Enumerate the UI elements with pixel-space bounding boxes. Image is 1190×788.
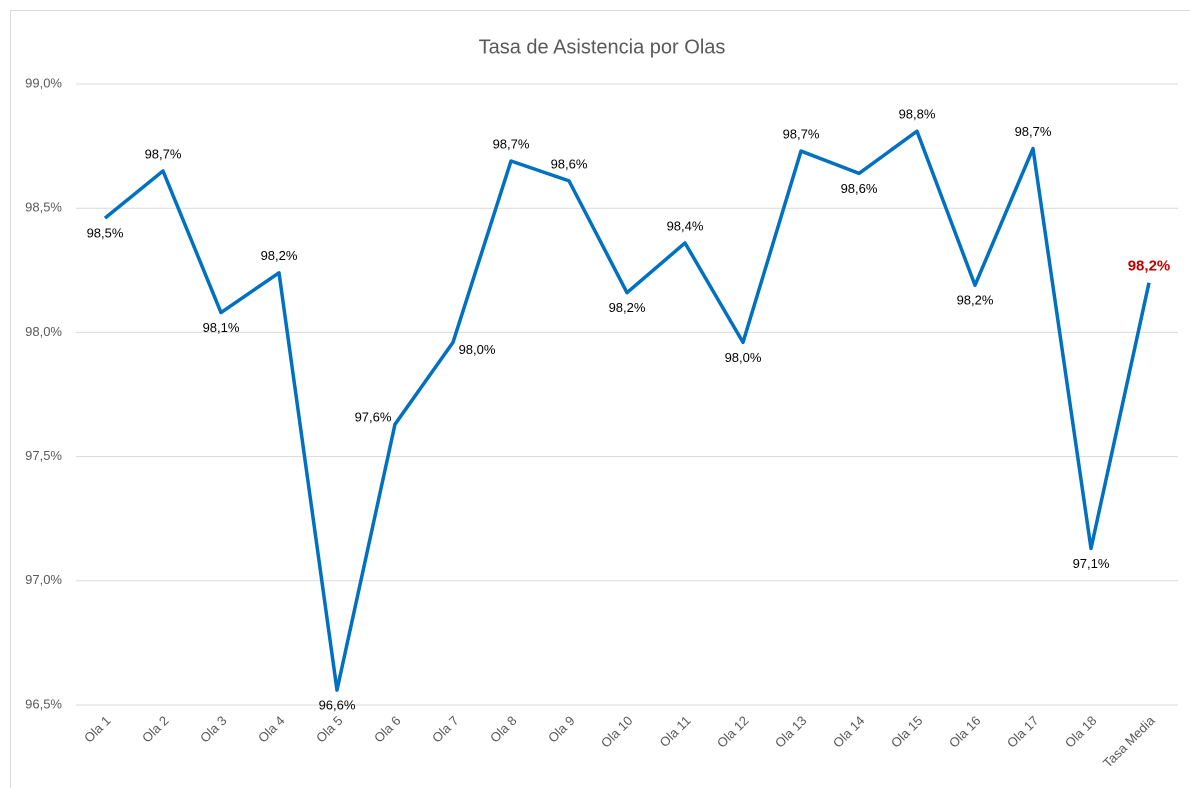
data-label: 98,5% bbox=[87, 226, 124, 241]
y-tick-label: 98,0% bbox=[25, 324, 62, 339]
series-line bbox=[103, 129, 1151, 692]
data-label: 98,4% bbox=[667, 218, 704, 233]
data-label: 98,6% bbox=[841, 181, 878, 196]
y-tick-label: 96,5% bbox=[25, 696, 62, 711]
y-tick-label: 99,0% bbox=[25, 75, 62, 90]
data-label: 98,7% bbox=[783, 127, 820, 142]
data-label: 98,1% bbox=[203, 320, 240, 335]
data-label: 98,7% bbox=[1015, 124, 1052, 139]
data-label: 98,2% bbox=[957, 293, 994, 308]
y-tick-label: 98,5% bbox=[25, 200, 62, 215]
data-label: 98,7% bbox=[493, 136, 530, 151]
data-label: 98,2% bbox=[609, 300, 646, 315]
data-label: 98,8% bbox=[899, 107, 936, 122]
data-label: 98,6% bbox=[551, 156, 588, 171]
y-tick-label: 97,5% bbox=[25, 448, 62, 463]
data-label: 97,6% bbox=[355, 410, 392, 425]
data-label: 98,7% bbox=[145, 146, 182, 161]
data-label: 96,6% bbox=[319, 698, 356, 713]
chart-title: Tasa de Asistencia por Olas bbox=[479, 36, 726, 58]
data-label: 97,1% bbox=[1073, 556, 1110, 571]
data-label: 98,0% bbox=[725, 350, 762, 365]
chart-border bbox=[10, 10, 1190, 788]
data-label: 98,2% bbox=[1128, 258, 1171, 275]
data-label: 98,2% bbox=[261, 248, 298, 263]
data-label: 98,0% bbox=[459, 342, 496, 357]
y-tick-label: 97,0% bbox=[25, 572, 62, 587]
